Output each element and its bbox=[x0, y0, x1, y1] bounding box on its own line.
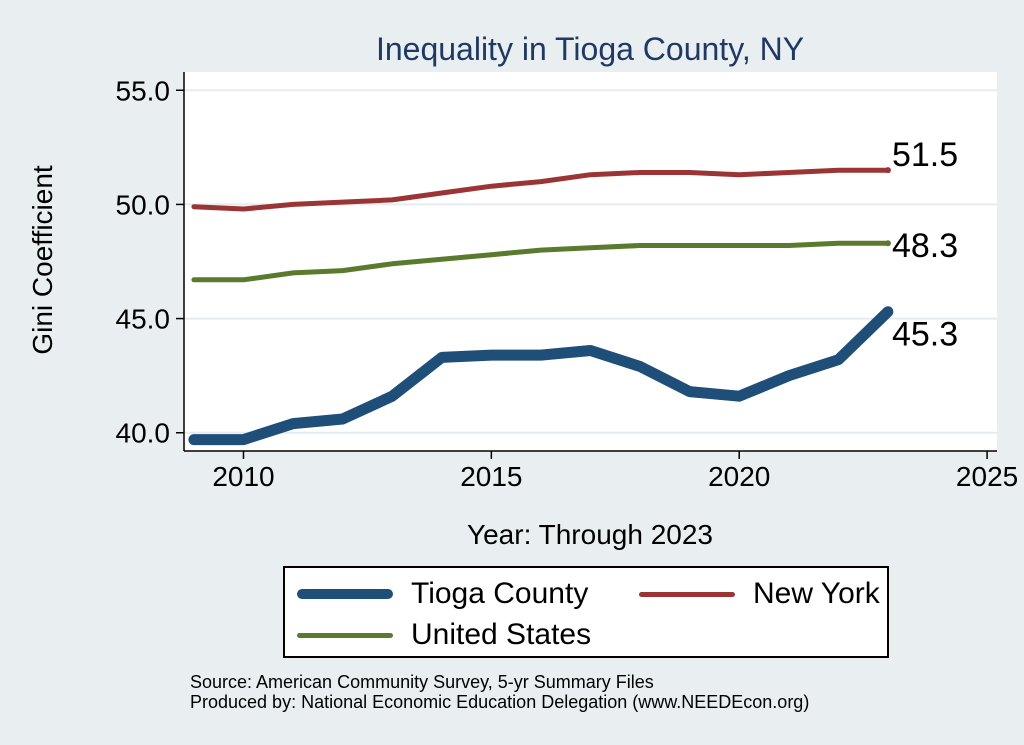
legend-label-new-york: New York bbox=[753, 577, 880, 610]
legend-swatch-united-states bbox=[297, 632, 393, 638]
series-end-point bbox=[884, 167, 891, 174]
series-line-new-york bbox=[191, 167, 891, 212]
end-label-united-states: 48.3 bbox=[892, 227, 958, 265]
series-end-point bbox=[884, 308, 891, 315]
legend-swatch-new-york bbox=[639, 591, 735, 597]
end-labels: 51.5 48.3 45.3 bbox=[892, 136, 958, 354]
x-axis-label: Year: Through 2023 bbox=[467, 519, 713, 550]
end-label-tioga-county: 45.3 bbox=[892, 316, 958, 354]
legend-label-united-states: United States bbox=[411, 618, 592, 651]
x-ticks: 2010 2015 2020 2025 bbox=[212, 451, 1018, 492]
y-axis-label: Gini Coefficient bbox=[27, 165, 58, 355]
x-tick-label: 2020 bbox=[708, 461, 770, 492]
legend-label-tioga: Tioga County bbox=[411, 577, 589, 610]
legend-item-new-york: New York bbox=[639, 577, 880, 611]
series-line-united-states bbox=[191, 240, 891, 283]
produced-by-line: Produced by: National Economic Education… bbox=[190, 692, 810, 712]
series-lines bbox=[188, 167, 894, 446]
series-end-point bbox=[884, 240, 891, 247]
legend-swatch-tioga bbox=[297, 589, 393, 599]
grid-lines bbox=[184, 89, 997, 434]
y-tick-label: 45.0 bbox=[116, 304, 171, 335]
source-line: Source: American Community Survey, 5-yr … bbox=[190, 672, 654, 692]
y-ticks: 40.0 45.0 50.0 55.0 bbox=[116, 75, 184, 449]
x-tick-label: 2025 bbox=[956, 461, 1018, 492]
series-line-tioga-county bbox=[188, 306, 894, 446]
x-tick-label: 2010 bbox=[212, 461, 274, 492]
chart-title: Inequality in Tioga County, NY bbox=[376, 31, 804, 67]
source-note: Source: American Community Survey, 5-yr … bbox=[190, 672, 809, 712]
plot-area bbox=[184, 72, 997, 451]
y-tick-label: 55.0 bbox=[116, 75, 171, 106]
legend-item-united-states: United States bbox=[297, 618, 591, 652]
end-label-new-york: 51.5 bbox=[892, 136, 958, 174]
y-tick-label: 50.0 bbox=[116, 189, 171, 220]
legend: Tioga County New York United States bbox=[283, 566, 889, 658]
x-tick-label: 2015 bbox=[460, 461, 522, 492]
y-tick-label: 40.0 bbox=[116, 418, 171, 449]
legend-item-tioga: Tioga County bbox=[297, 577, 588, 611]
